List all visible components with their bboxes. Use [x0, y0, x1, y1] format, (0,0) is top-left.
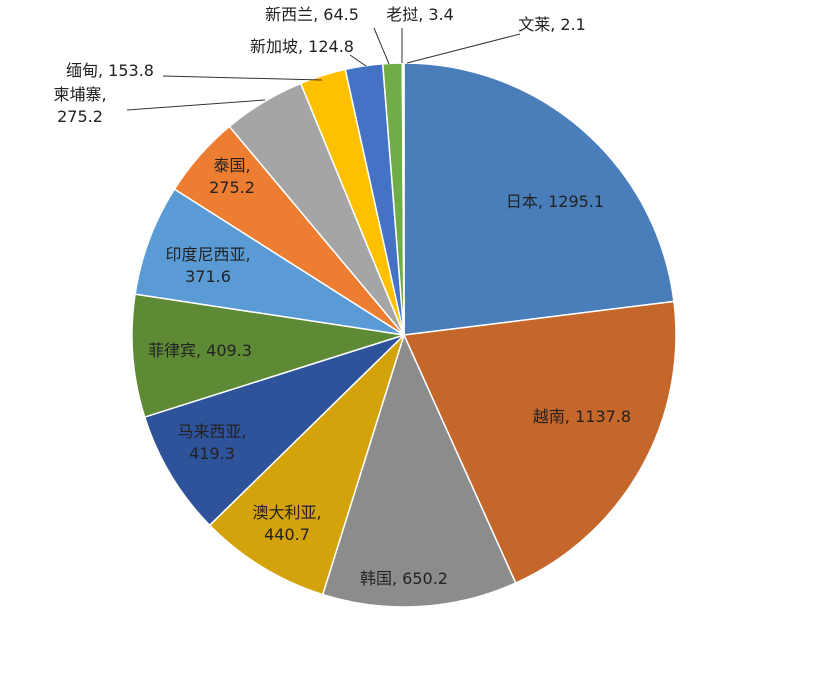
- slice-澳大利亚: [208, 334, 405, 596]
- data-label: 印度尼西亚, 371.6: [165, 245, 250, 286]
- data-label: 新加坡, 124.8: [250, 37, 354, 56]
- leader-line: [162, 75, 323, 81]
- data-label: 澳大利亚, 440.7: [252, 503, 321, 544]
- leader-line: [373, 27, 390, 65]
- slice-日本: [403, 62, 675, 336]
- pie-slices: [131, 62, 677, 608]
- data-label: 柬埔寨, 275.2: [53, 85, 106, 126]
- data-label: 泰国, 275.2: [209, 156, 255, 197]
- label-leader-lines: [126, 27, 521, 111]
- slice-马来西亚: [143, 334, 405, 527]
- slice-越南: [402, 300, 677, 585]
- leader-line: [349, 54, 367, 67]
- slice-印度尼西亚: [134, 188, 405, 336]
- data-label: 日本, 1295.1: [506, 192, 604, 211]
- data-labels: 日本, 1295.1 越南, 1137.8 韩国, 650.2 澳大利亚, 440.7马…: [53, 5, 631, 588]
- data-label: 文莱, 2.1: [518, 15, 586, 34]
- data-label: 菲律宾, 409.3: [148, 341, 252, 360]
- leader-line: [126, 99, 266, 111]
- data-label: 越南, 1137.8: [533, 407, 631, 426]
- slice-韩国: [321, 332, 517, 608]
- data-label: 老挝, 3.4: [386, 5, 454, 24]
- slice-文莱: [402, 62, 405, 336]
- data-label: 马来西亚, 419.3: [177, 422, 246, 463]
- data-label: 韩国, 650.2: [360, 569, 448, 588]
- data-label: 新西兰, 64.5: [265, 5, 359, 24]
- data-label: 缅甸, 153.8: [66, 61, 154, 80]
- leader-line: [406, 33, 521, 64]
